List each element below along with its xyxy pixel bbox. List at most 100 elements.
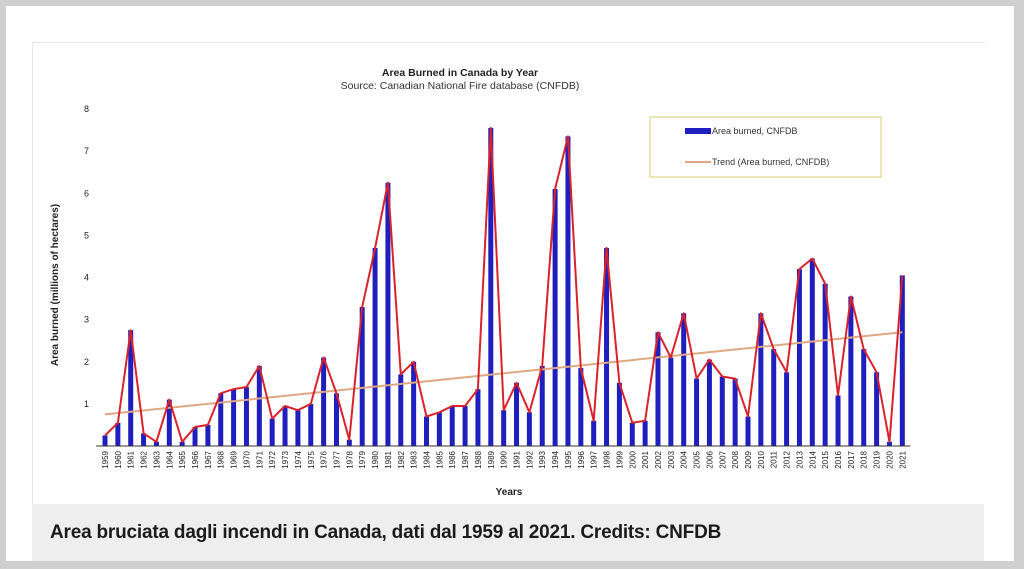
x-tick-label-1971: 1971 — [255, 450, 264, 468]
x-tick-label-2002: 2002 — [654, 450, 663, 468]
legend-bar-label: Area burned, CNFDB — [712, 126, 798, 136]
x-tick-label-1997: 1997 — [590, 450, 599, 468]
bar-1984 — [424, 416, 429, 446]
x-tick-label-1981: 1981 — [384, 450, 393, 468]
bar-1992 — [526, 412, 532, 446]
x-tick-label-2008: 2008 — [731, 450, 740, 468]
bar-2020 — [886, 441, 892, 446]
bar-1997 — [591, 420, 597, 446]
x-tick-label-1964: 1964 — [165, 450, 174, 468]
x-tick-label-2004: 2004 — [680, 450, 689, 468]
x-tick-label-1977: 1977 — [333, 450, 342, 468]
x-tick-label-2001: 2001 — [641, 450, 650, 468]
x-tick-label-1998: 1998 — [603, 450, 612, 468]
bar-1993 — [539, 365, 545, 446]
x-tick-label-2007: 2007 — [718, 450, 727, 468]
x-tick-label-1984: 1984 — [423, 450, 432, 468]
x-tick-label-1982: 1982 — [397, 450, 406, 468]
x-tick-label-1968: 1968 — [217, 450, 226, 468]
bar-2000 — [629, 422, 635, 446]
chart-container: Area Burned in Canada by Year Source: Ca… — [32, 42, 985, 505]
bar-1978 — [346, 439, 352, 446]
y-tick-label-3: 3 — [84, 315, 89, 325]
x-tick-label-1988: 1988 — [474, 450, 483, 468]
bar-1962 — [141, 433, 147, 446]
trend-line — [104, 331, 903, 416]
x-tick-label-1991: 1991 — [513, 450, 522, 468]
area-line-series — [104, 127, 904, 443]
bar-1969 — [231, 389, 237, 446]
bar-1991 — [514, 382, 520, 446]
legend-box — [649, 116, 882, 178]
bar-1959 — [102, 435, 108, 446]
x-tick-label-1993: 1993 — [538, 450, 547, 468]
x-tick-label-2019: 2019 — [873, 450, 882, 468]
bar-1987 — [462, 405, 468, 446]
x-tick-label-1973: 1973 — [281, 450, 290, 468]
x-tick-label-1999: 1999 — [615, 450, 624, 468]
bar-1960 — [115, 422, 121, 446]
x-tick-label-2015: 2015 — [821, 450, 830, 468]
bar-2010 — [758, 313, 764, 446]
caption-bar: Area bruciata dagli incendi in Canada, d… — [32, 504, 984, 561]
bar-1976 — [321, 357, 327, 446]
x-tick-label-1972: 1972 — [268, 450, 277, 468]
bar-2003 — [668, 357, 674, 446]
x-tick-label-2006: 2006 — [705, 450, 714, 468]
x-tick-label-1970: 1970 — [243, 450, 252, 468]
y-tick-label-4: 4 — [84, 273, 89, 283]
x-tick-label-2012: 2012 — [783, 450, 792, 468]
x-tick-label-2009: 2009 — [744, 450, 753, 468]
bar-2015 — [822, 283, 828, 446]
bar-1968 — [218, 393, 224, 446]
x-tick-label-2005: 2005 — [693, 450, 702, 468]
bar-2016 — [835, 395, 841, 446]
x-tick-label-1987: 1987 — [461, 450, 470, 468]
bar-2009 — [745, 416, 751, 446]
bar-1967 — [205, 424, 211, 446]
x-tick-label-1979: 1979 — [358, 450, 367, 468]
x-tick-label-1960: 1960 — [114, 450, 123, 468]
x-tick-label-1978: 1978 — [345, 450, 354, 468]
bar-1980 — [372, 248, 378, 446]
bar-1974 — [295, 410, 301, 446]
x-tick-label-1967: 1967 — [204, 450, 213, 468]
trend-layer — [104, 331, 903, 416]
bar-2014 — [809, 258, 815, 446]
x-tick-label-1963: 1963 — [152, 450, 161, 468]
bar-1961 — [128, 330, 134, 446]
bars-layer — [102, 127, 905, 447]
bar-1982 — [398, 374, 404, 446]
x-axis-label: Years — [496, 487, 523, 498]
bar-1989 — [488, 127, 494, 447]
area-burned-chart: Area Burned in Canada by Year Source: Ca… — [50, 67, 911, 498]
legend-bar-swatch — [685, 128, 711, 134]
x-tick-label-2017: 2017 — [847, 450, 856, 468]
bar-2006 — [706, 359, 712, 446]
bar-2007 — [719, 376, 725, 446]
x-tick-label-1989: 1989 — [487, 450, 496, 468]
bar-2005 — [694, 378, 700, 446]
bar-1971 — [256, 365, 262, 446]
bar-1981 — [385, 182, 391, 446]
chart-title: Area Burned in Canada by Year — [382, 67, 538, 79]
bar-1983 — [411, 361, 417, 446]
x-tick-label-2018: 2018 — [860, 450, 869, 468]
x-tick-label-1992: 1992 — [525, 450, 534, 468]
x-tick-label-2020: 2020 — [886, 450, 895, 468]
y-tick-label-7: 7 — [84, 146, 89, 156]
x-tick-label-2021: 2021 — [898, 450, 907, 468]
x-tick-label-1996: 1996 — [577, 450, 586, 468]
bar-1999 — [616, 382, 622, 446]
legend-trend-label: Trend (Area burned, CNFDB) — [712, 157, 829, 167]
y-tick-label-5: 5 — [84, 230, 89, 240]
x-tick-label-1990: 1990 — [500, 450, 509, 468]
x-tick-label-1962: 1962 — [140, 450, 149, 468]
y-tick-label-1: 1 — [84, 399, 89, 409]
x-tick-label-1986: 1986 — [448, 450, 457, 468]
x-tick-label-1985: 1985 — [435, 450, 444, 468]
axis-layer: 1 2 3 4 5 6 7 8 1959 1960 1961 1962 1963 1964 1965 1966… — [84, 104, 911, 469]
bar-1975 — [308, 403, 314, 446]
x-tick-label-1976: 1976 — [320, 450, 329, 468]
bar-1963 — [153, 441, 159, 446]
